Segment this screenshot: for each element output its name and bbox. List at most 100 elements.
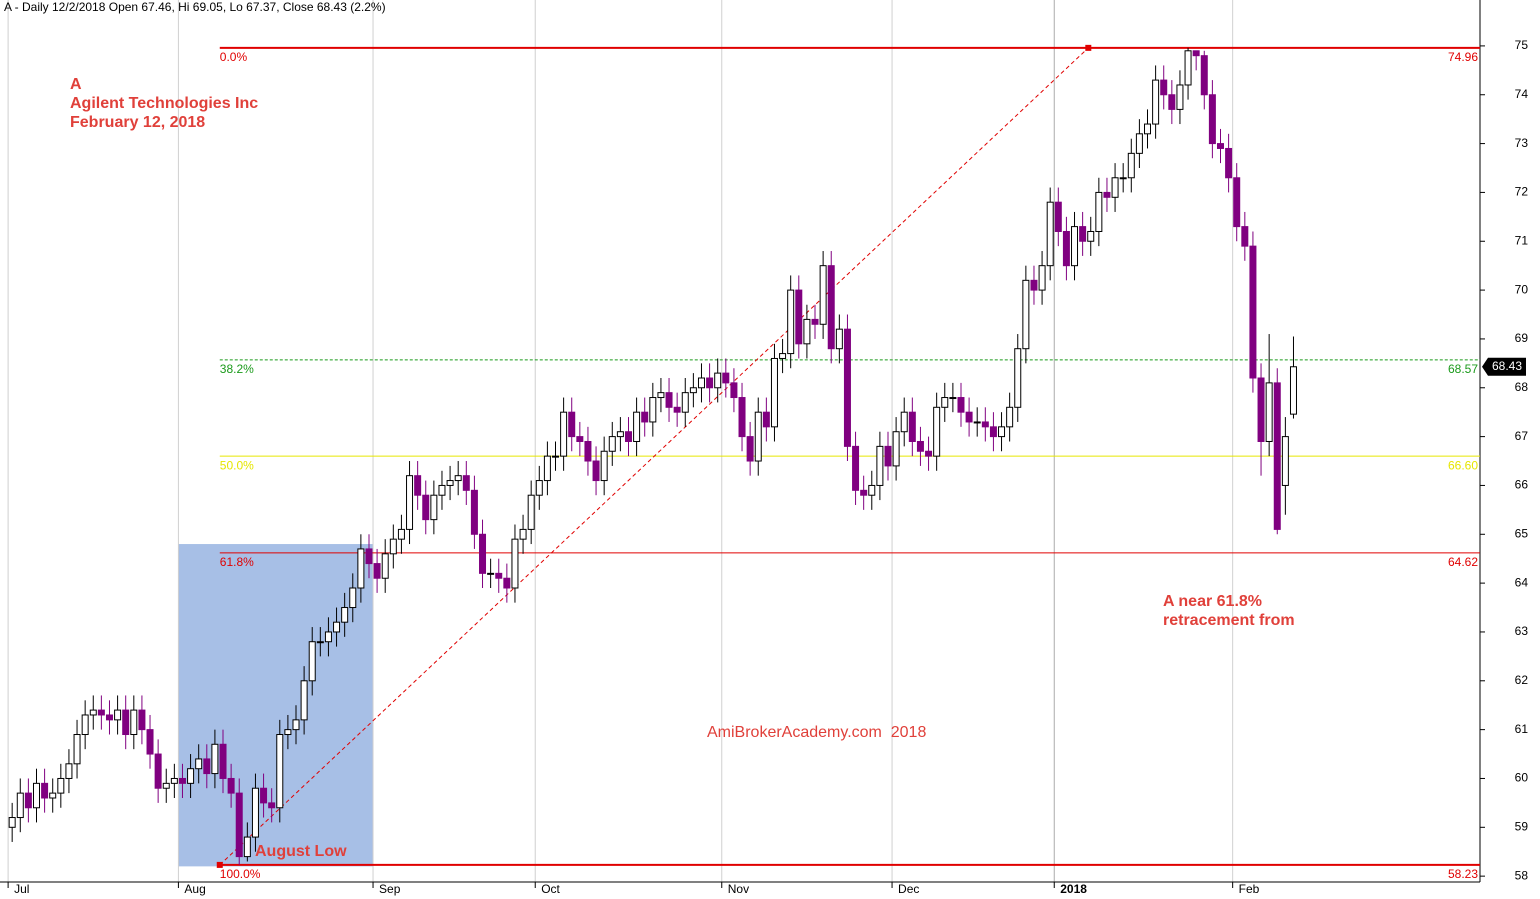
candle-body bbox=[633, 411, 641, 442]
candle-body bbox=[487, 572, 495, 575]
candle-body bbox=[406, 475, 414, 530]
candle-body bbox=[624, 431, 632, 442]
candle-body bbox=[349, 587, 357, 609]
candle-body bbox=[827, 265, 835, 350]
y-tick-label: 58 bbox=[1515, 868, 1529, 882]
candle-body bbox=[365, 548, 373, 565]
candle-body bbox=[1030, 279, 1038, 291]
annotation: August Low bbox=[255, 843, 347, 860]
y-tick-label: 70 bbox=[1515, 282, 1529, 296]
candle-body bbox=[925, 450, 933, 457]
candle-body bbox=[527, 494, 535, 530]
candle-body bbox=[187, 768, 195, 784]
candle-body bbox=[519, 528, 527, 540]
candle-body bbox=[105, 714, 113, 721]
candle-body bbox=[1225, 147, 1233, 179]
candle-body bbox=[268, 802, 276, 809]
candle-body bbox=[219, 743, 227, 779]
candle-body bbox=[1006, 406, 1014, 428]
candle-body bbox=[941, 397, 949, 408]
last-price-label: 68.43 bbox=[1492, 359, 1522, 373]
fib-price: 68.57 bbox=[1448, 362, 1478, 376]
candle-body bbox=[470, 489, 478, 535]
candle-body bbox=[1054, 201, 1062, 232]
candle-body bbox=[1095, 191, 1103, 232]
x-tick-label: Sep bbox=[379, 882, 401, 896]
candle-body bbox=[592, 460, 600, 482]
y-tick-label: 62 bbox=[1515, 673, 1529, 687]
candle-body bbox=[333, 621, 341, 633]
candle-body bbox=[300, 680, 308, 721]
candle-body bbox=[697, 377, 705, 389]
candle-body bbox=[276, 734, 284, 809]
candle-body bbox=[41, 782, 49, 799]
y-tick-label: 61 bbox=[1515, 722, 1529, 736]
candle-body bbox=[852, 445, 860, 491]
candle-body bbox=[860, 489, 868, 496]
y-tick-label: 66 bbox=[1515, 478, 1529, 492]
candle-body bbox=[1233, 177, 1241, 228]
candle-body bbox=[673, 406, 681, 413]
y-tick-label: 72 bbox=[1515, 185, 1529, 199]
candle-body bbox=[203, 758, 211, 775]
fib-price: 66.60 bbox=[1448, 458, 1478, 472]
candle-body bbox=[503, 577, 511, 589]
candle-body bbox=[1257, 377, 1265, 442]
candle-body bbox=[211, 743, 219, 775]
candle-body bbox=[1071, 226, 1079, 267]
annotation: A bbox=[70, 76, 82, 93]
candle-body bbox=[892, 431, 900, 467]
candle-body bbox=[324, 631, 332, 643]
candle-body bbox=[454, 475, 462, 482]
candle-body bbox=[989, 426, 997, 438]
candle-body bbox=[243, 836, 251, 858]
candle-body bbox=[146, 729, 154, 755]
candle-body bbox=[949, 397, 957, 400]
candle-body bbox=[738, 397, 746, 438]
annotation: Agilent Technologies Inc bbox=[70, 95, 258, 112]
candle-body bbox=[438, 484, 446, 496]
candle-body bbox=[495, 572, 503, 579]
candle-body bbox=[373, 563, 381, 579]
candle-body bbox=[1160, 79, 1168, 96]
x-tick-label: Feb bbox=[1239, 882, 1260, 896]
candle-body bbox=[138, 709, 146, 731]
candle-body bbox=[835, 328, 843, 350]
candle-body bbox=[97, 709, 105, 716]
candle-body bbox=[1281, 436, 1289, 486]
candle-body bbox=[1135, 133, 1143, 154]
candle-body bbox=[73, 734, 81, 765]
candle-body bbox=[65, 763, 73, 779]
candle-body bbox=[811, 318, 819, 325]
candle-body bbox=[397, 528, 405, 540]
candle-body bbox=[1184, 50, 1192, 86]
candle-body bbox=[1046, 201, 1054, 267]
candle-body bbox=[1216, 143, 1224, 149]
candle-body bbox=[770, 357, 778, 428]
candle-body bbox=[641, 411, 649, 423]
candle-body bbox=[762, 411, 770, 428]
candle-body bbox=[722, 372, 730, 384]
candle-body bbox=[1208, 94, 1216, 145]
candle-body bbox=[616, 431, 624, 438]
candle-body bbox=[316, 641, 324, 644]
trendline-anchor bbox=[216, 861, 223, 868]
candle-body bbox=[1119, 177, 1127, 180]
y-tick-label: 74 bbox=[1515, 87, 1529, 101]
candle-body bbox=[957, 397, 965, 413]
chart-header: A - Daily 12/2/2018 Open 67.46, Hi 69.05… bbox=[4, 0, 386, 14]
candle-body bbox=[1022, 279, 1030, 350]
candle-body bbox=[1144, 123, 1152, 135]
candle-body bbox=[24, 792, 32, 809]
candle-body bbox=[576, 436, 584, 442]
candle-body bbox=[795, 289, 803, 345]
candle-body bbox=[357, 548, 365, 589]
last-price-tag bbox=[1482, 357, 1526, 376]
candle-body bbox=[292, 719, 300, 731]
candle-body bbox=[1062, 230, 1070, 267]
x-tick-label: Aug bbox=[184, 882, 205, 896]
shaded-range bbox=[178, 544, 374, 867]
candle-body bbox=[1192, 50, 1200, 57]
